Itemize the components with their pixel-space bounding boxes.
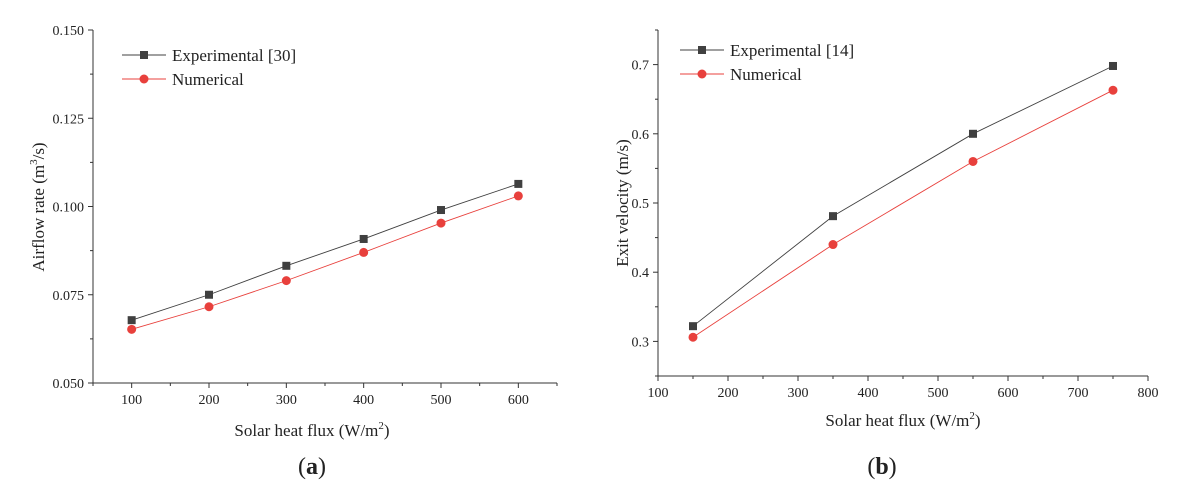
chart-b-series-0-line xyxy=(692,65,1114,327)
chart-b-series-1 xyxy=(688,85,1118,342)
chart-a-x-tick-label: 200 xyxy=(199,393,220,408)
chart-b-series-1-point xyxy=(688,332,698,342)
chart-b-y-tick-label: 0.4 xyxy=(632,266,650,281)
chart-b-series-0-point xyxy=(969,129,977,138)
chart-b-series-1-point xyxy=(828,240,838,250)
chart-a-legend-marker xyxy=(140,51,148,59)
chart-a: 100 200 300 400 500 600 0.050 0.075 0.100 0.125 0.… xyxy=(28,24,558,480)
chart-a-panel-label: (a) xyxy=(298,454,326,480)
chart-a-series-1-point xyxy=(204,302,214,312)
chart-b-x-tick-label: 500 xyxy=(928,386,949,401)
chart-a-legend-label: Numerical xyxy=(172,70,244,89)
chart-a-series-0-point xyxy=(127,316,136,325)
chart-a-series-0-point xyxy=(359,234,368,243)
chart-a-series-1-point xyxy=(359,247,369,257)
chart-a-series-1-point xyxy=(127,324,137,334)
chart-b-series-0-point xyxy=(1109,61,1117,70)
chart-a-x-tick-label: 500 xyxy=(431,393,452,408)
chart-b-x-tick-label: 100 xyxy=(648,386,669,401)
chart-b-x-tick-label: 300 xyxy=(788,386,809,401)
chart-a-legend-item-0: Experimental [30] xyxy=(122,46,296,65)
chart-b-series-0-point xyxy=(829,212,837,221)
chart-b-series-1-point xyxy=(1108,85,1118,95)
chart-a-x-tick-label: 300 xyxy=(276,393,297,408)
chart-b-series-1-point xyxy=(968,156,978,166)
chart-a-legend-item-1: Numerical xyxy=(122,70,244,89)
chart-b-x-tick-label: 400 xyxy=(858,386,879,401)
chart-b-y-axis-title: Exit velocity (m/s) xyxy=(613,139,632,266)
chart-b-legend-item-0: Experimental [14] xyxy=(680,41,854,60)
chart-b-x-axis-title: Solar heat flux (W/m2) xyxy=(825,410,980,430)
chart-a-y-tick-label: 0.075 xyxy=(53,289,85,304)
chart-a-legend-label: Experimental [30] xyxy=(172,46,296,65)
chart-a-plot-area: 100 200 300 400 500 600 0.050 0.075 0.100 0.125 0.… xyxy=(53,24,558,408)
chart-a-y-tick-label: 0.100 xyxy=(53,201,85,216)
chart-b-x-tick-label: 800 xyxy=(1138,386,1159,401)
chart-a-x-axis-title: Solar heat flux (W/m2) xyxy=(234,420,389,440)
chart-a-series-1-point xyxy=(513,191,523,201)
chart-b-x-tick-label: 700 xyxy=(1068,386,1089,401)
chart-a-legend-marker xyxy=(139,74,149,84)
chart-b-panel-label: (b) xyxy=(867,454,896,480)
chart-b-legend-item-1: Numerical xyxy=(680,65,802,84)
chart-b-plot-area: 100 200 300 400 500 600 700 800 0.3 0.4 0.5 0.6 0.7 E… xyxy=(632,29,1159,401)
chart-a-y-tick-label: 0.050 xyxy=(53,377,85,392)
chart-a-series-0-point xyxy=(205,290,213,299)
chart-a-x-tick-label: 100 xyxy=(121,393,142,408)
chart-b-legend-marker xyxy=(697,69,707,79)
chart-b-series-0-point xyxy=(689,322,697,331)
chart-b: 100 200 300 400 500 600 700 800 0.3 0.4 0.5 0.6 0.7 E… xyxy=(613,29,1159,480)
chart-a-series-1-point xyxy=(281,276,291,286)
chart-b-y-tick-label: 0.5 xyxy=(632,197,650,212)
chart-a-x-tick-label: 600 xyxy=(508,393,529,408)
chart-b-legend-label: Experimental [14] xyxy=(730,41,854,60)
chart-a-series-0-point xyxy=(282,261,291,270)
chart-a-series-1-line xyxy=(131,195,519,330)
chart-b-series-0 xyxy=(689,61,1117,331)
chart-a-series-0 xyxy=(127,179,523,325)
chart-b-x-tick-label: 600 xyxy=(998,386,1019,401)
chart-a-series-1 xyxy=(127,191,523,334)
chart-b-series-1-line xyxy=(692,89,1114,338)
chart-b-y-tick-label: 0.7 xyxy=(632,59,650,74)
chart-a-y-axis-title: Airflow rate (m3/s) xyxy=(28,142,48,271)
chart-a-y-tick-label: 0.150 xyxy=(53,24,85,39)
chart-a-series-0-point xyxy=(437,206,445,215)
chart-b-y-tick-label: 0.3 xyxy=(632,335,650,350)
chart-b-legend-label: Numerical xyxy=(730,65,802,84)
chart-a-series-1-point xyxy=(436,218,446,228)
chart-a-x-tick-label: 400 xyxy=(353,393,374,408)
chart-b-legend-marker xyxy=(698,46,706,54)
chart-a-y-tick-label: 0.125 xyxy=(53,112,85,127)
chart-a-series-0-point xyxy=(514,179,523,188)
chart-b-x-tick-label: 200 xyxy=(718,386,739,401)
chart-a-series-0-line xyxy=(131,183,519,321)
chart-b-y-tick-label: 0.6 xyxy=(632,128,650,143)
